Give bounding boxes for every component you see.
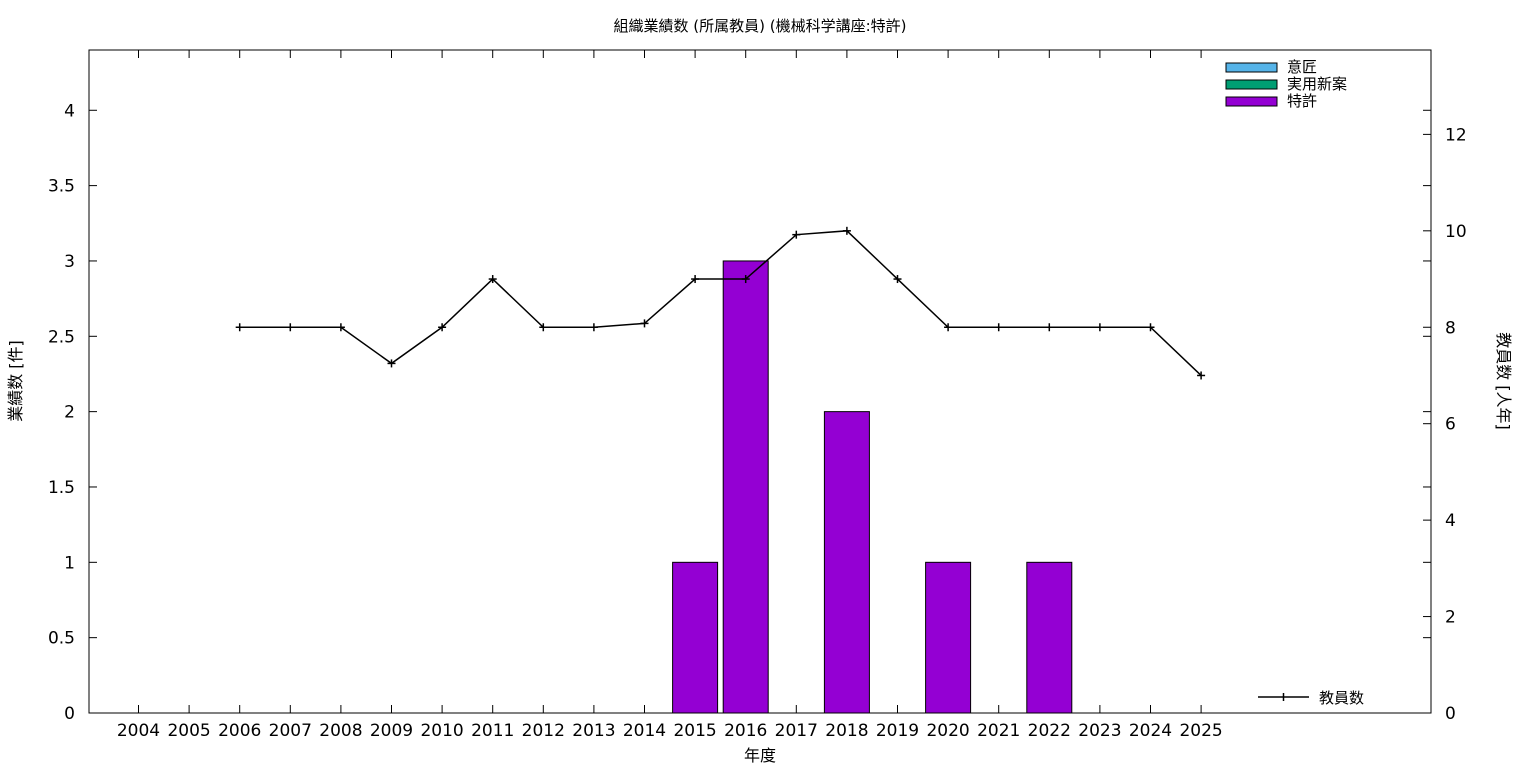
x-tick-label: 2014	[623, 721, 666, 741]
line-point	[640, 319, 649, 328]
x-tick-label: 2005	[167, 721, 210, 741]
x-tick-label: 2008	[319, 721, 362, 741]
line-point	[944, 323, 953, 332]
bar	[672, 561, 719, 714]
line-point	[691, 275, 700, 284]
x-tick-label: 2025	[1179, 721, 1222, 741]
line-point	[1197, 371, 1206, 380]
line-series	[235, 226, 1206, 380]
legend-swatch	[1225, 62, 1278, 73]
y-tick-label: 4	[64, 101, 75, 121]
line-point	[741, 275, 750, 284]
line-point	[539, 323, 548, 332]
x-tick-label: 2023	[1078, 721, 1121, 741]
y2-tick-label: 4	[1445, 511, 1456, 531]
legend-swatch	[1225, 96, 1278, 107]
legend-line-label: 教員数	[1319, 689, 1364, 707]
x-tick-label: 2009	[370, 721, 413, 741]
line-point	[792, 230, 801, 239]
chart-title: 組織業績数 (所属教員) (機械科学講座:特許)	[614, 17, 907, 35]
y-tick-label: 0	[64, 704, 75, 724]
x-tick-label: 2024	[1129, 721, 1172, 741]
x-tick-label: 2021	[977, 721, 1020, 741]
line-point	[235, 323, 244, 332]
x-tick-label: 2006	[218, 721, 261, 741]
line-point	[1146, 323, 1155, 332]
y-tick-label: 2	[64, 403, 75, 423]
y-tick-label: 1	[64, 553, 75, 573]
line-point	[336, 323, 345, 332]
x-tick-label: 2015	[673, 721, 716, 741]
x-tick-label: 2012	[522, 721, 565, 741]
line-point	[994, 323, 1003, 332]
line-point	[438, 323, 447, 332]
y2-axis-label: 教員数 [人年]	[1494, 332, 1513, 430]
y2-tick-label: 2	[1445, 608, 1456, 628]
x-axis-ticks: 2004 2005 2006 2007 2008 2009 2010 2011 2012 2013…	[117, 50, 1223, 741]
x-axis-label: 年度	[744, 746, 776, 765]
y2-tick-label: 6	[1445, 415, 1456, 435]
line-point	[842, 226, 851, 235]
x-tick-label: 2020	[926, 721, 969, 741]
x-tick-label: 2010	[420, 721, 463, 741]
legend-label: 意匠	[1287, 58, 1317, 76]
legend-swatch	[1225, 79, 1278, 90]
y2-tick-label: 8	[1445, 318, 1456, 338]
x-tick-label: 2013	[572, 721, 615, 741]
x-tick-label: 2016	[724, 721, 767, 741]
line-point	[1095, 323, 1104, 332]
bar	[925, 561, 972, 714]
bar	[823, 411, 870, 714]
y2-axis-ticks: 0 2 4 6 8 10 12	[1423, 125, 1467, 724]
y-tick-label: 0.5	[48, 629, 75, 649]
y-tick-label: 3	[64, 252, 75, 272]
line-point	[893, 275, 902, 284]
line-point	[589, 323, 598, 332]
line-point	[387, 359, 396, 368]
x-tick-label: 2022	[1028, 721, 1071, 741]
y-axis-ticks: 0 0.5 1 1.5 2 2.5 3 3.5 4	[48, 101, 1431, 724]
y2-tick-label: 0	[1445, 704, 1456, 724]
y-tick-label: 3.5	[48, 177, 75, 197]
y-axis-label: 業績数 [件]	[6, 340, 25, 422]
legend-label: 特許	[1287, 92, 1317, 110]
x-tick-label: 2017	[775, 721, 818, 741]
bars	[672, 260, 1073, 714]
x-tick-label: 2007	[269, 721, 312, 741]
x-tick-label: 2011	[471, 721, 514, 741]
y-tick-label: 2.5	[48, 327, 75, 347]
line-point	[488, 275, 497, 284]
legend-line: 教員数	[1258, 689, 1364, 707]
y2-tick-label: 12	[1445, 125, 1467, 145]
y2-tick-label: 10	[1445, 222, 1467, 242]
bar	[1026, 561, 1073, 714]
plot-frame	[88, 49, 1432, 714]
y-tick-label: 1.5	[48, 478, 75, 498]
x-tick-label: 2004	[117, 721, 160, 741]
line-point	[1045, 323, 1054, 332]
x-tick-label: 2018	[825, 721, 868, 741]
line-path	[239, 230, 1202, 377]
x-tick-label: 2019	[876, 721, 919, 741]
legend-label: 実用新案	[1287, 75, 1347, 93]
line-point	[286, 323, 295, 332]
bar	[722, 260, 769, 714]
